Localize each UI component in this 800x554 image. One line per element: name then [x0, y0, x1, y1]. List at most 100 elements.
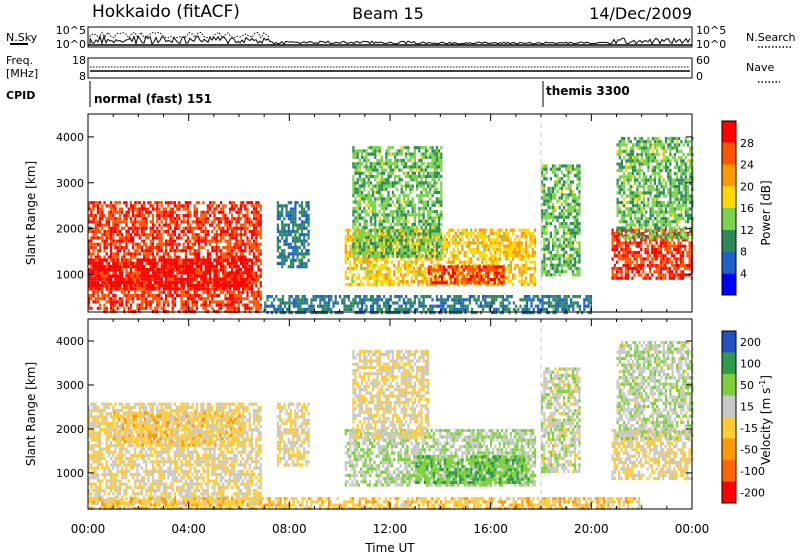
heatmap-cell — [156, 284, 159, 288]
heatmap-cell — [434, 274, 437, 278]
heatmap-cell — [489, 268, 492, 272]
heatmap-cell — [364, 270, 367, 274]
heatmap-cell — [363, 229, 366, 233]
heatmap-cell — [149, 249, 152, 253]
heatmap-cell — [169, 290, 172, 294]
heatmap-cell — [278, 245, 282, 250]
heatmap-cell — [138, 220, 141, 224]
heatmap-cell — [94, 229, 97, 234]
heatmap-cell — [305, 201, 308, 205]
heatmap-cell — [211, 306, 214, 310]
heatmap-cell — [410, 231, 413, 235]
heatmap-cell — [470, 228, 473, 232]
heatmap-cell — [184, 277, 187, 281]
heatmap-cell — [415, 244, 418, 248]
heatmap-cell — [118, 265, 121, 269]
heatmap-cell — [431, 184, 434, 188]
heatmap-cell — [380, 162, 383, 166]
heatmap-cell — [435, 190, 438, 195]
heatmap-cell — [171, 249, 174, 253]
heatmap-cell — [178, 258, 181, 262]
heatmap-cell — [283, 242, 286, 246]
heatmap-cell — [287, 233, 290, 237]
heatmap-cell — [224, 217, 227, 221]
heatmap-cell — [217, 210, 220, 214]
heatmap-cell — [105, 271, 108, 275]
heatmap-cell — [112, 229, 115, 234]
heatmap-cell — [470, 257, 473, 261]
heatmap-cell — [253, 300, 256, 304]
heatmap-cell — [246, 271, 249, 275]
heatmap-cell — [107, 284, 110, 288]
heatmap-cell — [138, 201, 141, 205]
heatmap-cell — [387, 152, 390, 156]
heatmap-cell — [361, 162, 364, 166]
heatmap-cell — [356, 311, 359, 315]
heatmap-cell — [427, 242, 430, 246]
heatmap-cell — [393, 270, 396, 274]
heatmap-cell — [140, 258, 143, 262]
heatmap-cell — [158, 271, 161, 275]
heatmap-cell — [438, 152, 441, 156]
heatmap-cell — [281, 258, 284, 262]
heatmap-cell — [165, 239, 168, 243]
heatmap-cell — [121, 258, 124, 262]
heatmap-cell — [248, 239, 251, 243]
heatmap-cell — [406, 273, 409, 277]
heatmap-cell — [226, 290, 229, 294]
heatmap-cell — [134, 264, 137, 268]
heatmap-cell — [411, 206, 414, 211]
heatmap-cell — [332, 304, 335, 308]
heatmap-cell — [395, 247, 398, 251]
heatmap-cell — [231, 255, 234, 259]
heatmap-cell — [355, 231, 358, 235]
heatmap-cell — [248, 277, 251, 281]
heatmap-cell — [476, 244, 479, 248]
heatmap-cell — [426, 267, 429, 271]
heatmap-cell — [154, 261, 157, 266]
heatmap-cell — [96, 300, 99, 304]
heatmap-cell — [96, 223, 99, 227]
heatmap-cell — [215, 264, 218, 268]
heatmap-cell — [187, 239, 190, 243]
heatmap-cell — [215, 204, 218, 208]
heatmap-cell — [129, 201, 132, 205]
heatmap-cell — [433, 226, 436, 230]
heatmap-cell — [176, 223, 179, 227]
heatmap-cell — [180, 271, 183, 275]
heatmap-cell — [173, 249, 176, 253]
heatmap-cell — [371, 247, 374, 251]
heatmap-cell — [456, 247, 460, 251]
heatmap-cell — [507, 231, 510, 235]
heatmap-cell — [220, 255, 223, 259]
heatmap-cell — [364, 260, 367, 264]
heatmap-cell — [156, 300, 159, 304]
heatmap-cell — [195, 290, 198, 294]
heatmap-cell — [110, 245, 113, 250]
heatmap-cell — [292, 301, 295, 305]
heatmap-cell — [182, 271, 185, 275]
heatmap-cell — [257, 249, 260, 253]
heatmap-cell — [244, 261, 247, 265]
heatmap-cell — [127, 293, 130, 298]
heatmap-cell — [253, 229, 256, 234]
heatmap-cell — [503, 244, 506, 248]
heatmap-cell — [156, 268, 159, 272]
heatmap-cell — [424, 178, 427, 182]
heatmap-cell — [116, 280, 119, 284]
heatmap-cell — [435, 152, 438, 156]
heatmap-cell — [136, 280, 139, 284]
heatmap-cell — [483, 257, 486, 261]
heatmap-cell — [244, 217, 247, 221]
heatmap-cell — [220, 303, 223, 307]
heatmap-cell — [235, 233, 238, 237]
heatmap-cell — [101, 280, 104, 284]
heatmap-cell — [307, 236, 310, 240]
heatmap-cell — [417, 267, 420, 271]
heatmap-cell — [391, 184, 394, 188]
heatmap-cell — [371, 260, 374, 264]
heatmap-cell — [492, 257, 495, 261]
heatmap-cell — [237, 207, 240, 211]
heatmap-cell — [424, 251, 427, 255]
heatmap-cell — [409, 229, 412, 233]
